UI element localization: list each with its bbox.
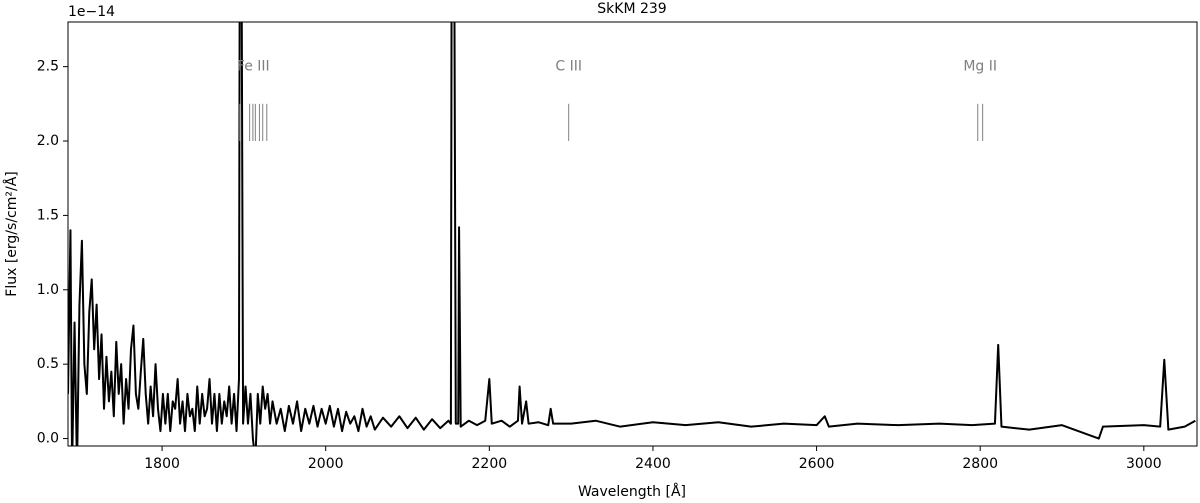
line-marker-label: Fe III bbox=[237, 59, 270, 75]
plot-area bbox=[68, 22, 1196, 446]
x-tick-label: 1800 bbox=[144, 456, 180, 472]
line-marker-label: Mg II bbox=[963, 59, 997, 75]
y-tick-label: 2.0 bbox=[37, 133, 59, 149]
x-tick-label: 2200 bbox=[472, 456, 508, 472]
x-tick-label: 2800 bbox=[962, 456, 998, 472]
y-tick-label: 2.5 bbox=[37, 59, 59, 75]
y-axis-label: Flux [erg/s/cm²/Å] bbox=[3, 171, 20, 296]
x-tick-label: 2000 bbox=[308, 456, 344, 472]
x-axis-label: Wavelength [Å] bbox=[578, 483, 686, 500]
y-tick-label: 1.0 bbox=[37, 282, 59, 298]
x-tick-label: 2400 bbox=[635, 456, 671, 472]
chart-title: SkKM 239 bbox=[597, 1, 666, 17]
y-tick-label: 0.0 bbox=[37, 431, 59, 447]
y-tick-label: 1.5 bbox=[37, 207, 59, 223]
x-tick-label: 3000 bbox=[1126, 456, 1162, 472]
spectrum-line bbox=[68, 22, 1196, 446]
x-tick-label: 2600 bbox=[799, 456, 835, 472]
offset-label: 1e−14 bbox=[68, 4, 115, 20]
line-marker-label: C III bbox=[555, 59, 582, 75]
axes-frame bbox=[67, 21, 1198, 447]
y-tick-label: 0.5 bbox=[37, 356, 59, 372]
